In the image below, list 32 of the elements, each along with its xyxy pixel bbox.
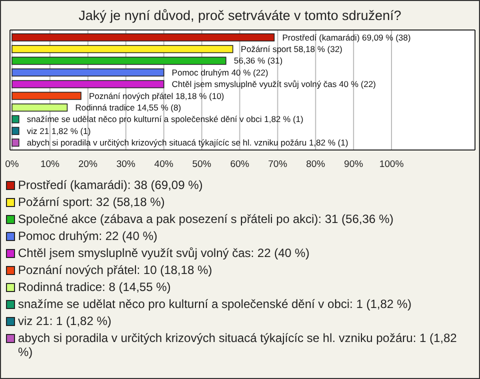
x-tick-label: 0% xyxy=(5,159,20,170)
data-label: viz 21 1,82 % (1) xyxy=(26,126,91,136)
x-tick-label: 100% xyxy=(379,159,404,170)
data-label: 56,36 % (31) xyxy=(234,56,283,66)
x-tick-label: 40% xyxy=(154,159,174,170)
legend-label: snažíme se udělat něco pro kulturní a společenské dění v obci: 1 (1,82 %) xyxy=(18,297,412,311)
x-tick-label: 10% xyxy=(40,159,60,170)
x-tick-label: 70% xyxy=(268,159,288,170)
legend-label: Pomoc druhým: 22 (40 %) xyxy=(18,229,158,243)
data-label: abych si poradila v určitých krizových situacá týkajícíc se hl. vzniku požáru 1,82 % (1) xyxy=(26,138,348,148)
data-label: Požární sport 58,18 % (32) xyxy=(240,44,343,54)
data-label: Rodinná tradice 14,55 % (8) xyxy=(75,102,182,113)
data-label: Pomoc druhým 40 % (22) xyxy=(172,67,268,78)
x-tick-label: 90% xyxy=(344,159,364,170)
x-tick-label: 30% xyxy=(116,159,136,170)
legend-label: Poznání nových přátel: 10 (18,18 %) xyxy=(18,263,212,277)
legend-label: viz 21: 1 (1,82 %) xyxy=(18,314,112,328)
legend-label: Požární sport: 32 (58,18 %) xyxy=(18,195,165,209)
legend-label: abych si poradila v určitých krizových situacá týkajícíc se hl. vzniku požáru: 1 (1,82 %) xyxy=(18,331,458,359)
legend-label: Společné akce (zábava a pak posezení s přáteli po akci): 31 (56,36 %) xyxy=(18,212,394,226)
legend-label: Prostředí (kamarádi): 38 (69,09 %) xyxy=(18,178,203,192)
x-tick-label: 60% xyxy=(230,159,250,170)
data-label: snažíme se udělat něco pro kulturní a společenské dění v obci 1,82 % (1) xyxy=(26,114,304,124)
x-tick-label: 50% xyxy=(192,159,212,170)
data-label: Chtěl jsem smysluplně využít svůj volný čas 40 % (22) xyxy=(172,79,376,90)
x-tick-label: 80% xyxy=(306,159,326,170)
data-label: Poznání nových přátel 18,18 % (10) xyxy=(88,90,224,101)
x-tick-label: 20% xyxy=(78,159,98,170)
data-label: Prostředí (kamarádi) 69,09 % (38) xyxy=(282,32,411,42)
legend-label: Chtěl jsem smysluplně využít svůj volný čas: 22 (40 %) xyxy=(18,246,310,260)
legend-label: Rodinná tradice: 8 (14,55 %) xyxy=(18,280,171,294)
chart-title: Jaký je nyní důvod, proč setrváváte v tomto sdružení? xyxy=(78,8,402,23)
